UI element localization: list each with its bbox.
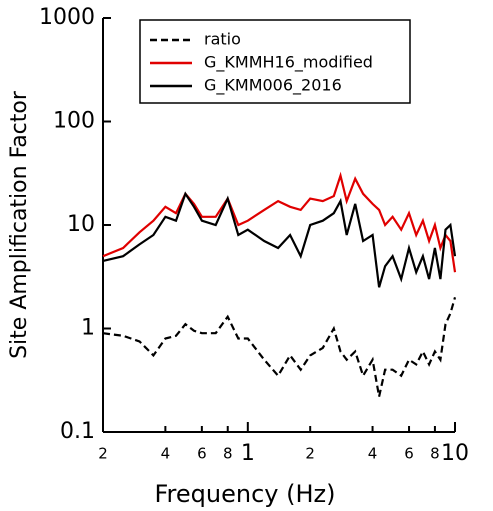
y-tick-label: 100 [53,109,95,134]
y-tick-label: 0.1 [60,419,95,444]
x-tick-label: 6 [404,445,414,463]
series-line [102,171,457,273]
x-tick-label: 4 [368,445,378,463]
x-tick-label: 2 [305,445,315,463]
y-tick-label: 1 [81,316,95,341]
x-tick-label: 4 [161,445,171,463]
legend-label: G_KMMH16_modified [204,53,373,73]
x-tick-label: 1 [241,441,255,466]
legend-label: G_KMM006_2016 [204,76,342,96]
legend [139,19,411,104]
x-tick-label: 8 [430,445,440,463]
series-line [102,191,457,288]
y-axis-label: Site Amplification Factor [7,90,32,359]
x-tick-label: 2 [98,445,108,463]
series-line [102,296,457,397]
legend-label: ratio [204,30,241,49]
y-tick-label: 1000 [39,5,95,30]
y-tick-label: 10 [67,212,95,237]
x-tick-label: 10 [441,441,469,466]
x-tick-label: 8 [223,445,233,463]
x-axis-label: Frequency (Hz) [155,480,336,508]
x-tick-label: 6 [197,445,207,463]
